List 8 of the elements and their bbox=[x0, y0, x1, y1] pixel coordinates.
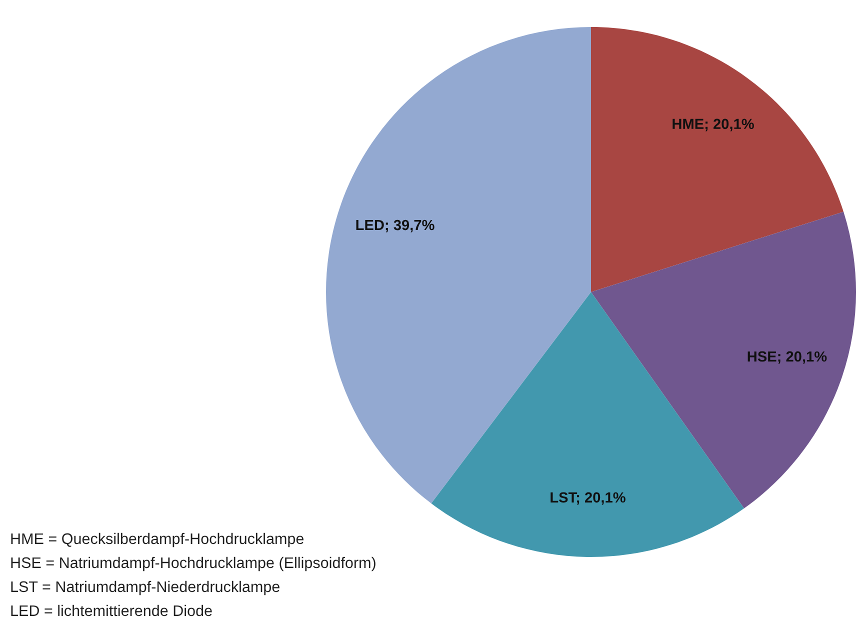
text: LED = lichtemittierende Diode bbox=[11, 604, 212, 616]
slice-label: HSE; 20,1% bbox=[748, 351, 827, 364]
slice-label: HME; 20,1% bbox=[672, 118, 754, 132]
text: HME = Quecksilberdampf-Hochdrucklampe bbox=[11, 532, 304, 548]
text: HSE = Natriumdampf-Hochdrucklampe (Ellipsoidform) bbox=[11, 556, 376, 572]
slice-label: LST; 20,1% bbox=[550, 492, 626, 505]
slice-label: LED; 39,7% bbox=[356, 220, 434, 232]
text: LST = Natriumdampf-Niederdrucklampe bbox=[11, 580, 280, 596]
